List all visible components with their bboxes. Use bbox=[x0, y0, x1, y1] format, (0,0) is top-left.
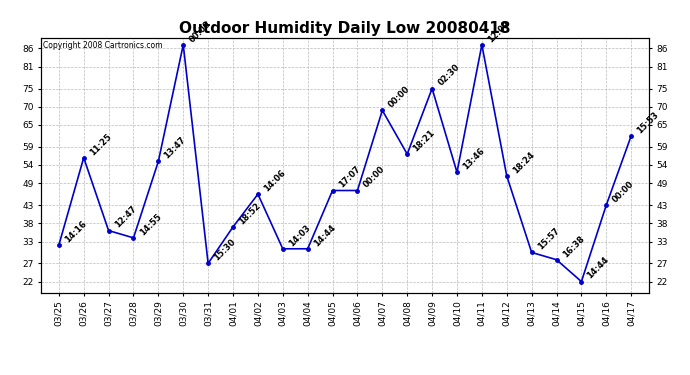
Title: Outdoor Humidity Daily Low 20080418: Outdoor Humidity Daily Low 20080418 bbox=[179, 21, 511, 36]
Text: 14:55: 14:55 bbox=[137, 212, 163, 237]
Text: 00:00: 00:00 bbox=[362, 165, 386, 190]
Text: Copyright 2008 Cartronics.com: Copyright 2008 Cartronics.com bbox=[43, 41, 163, 50]
Text: 18:24: 18:24 bbox=[511, 150, 536, 175]
Text: 15:30: 15:30 bbox=[213, 237, 237, 262]
Text: 14:06: 14:06 bbox=[262, 168, 287, 194]
Text: 00:00: 00:00 bbox=[188, 19, 213, 44]
Text: 15:57: 15:57 bbox=[536, 226, 561, 252]
Text: 18:21: 18:21 bbox=[411, 128, 437, 153]
Text: 17:07: 17:07 bbox=[337, 165, 362, 190]
Text: 14:44: 14:44 bbox=[586, 255, 611, 281]
Text: 11:25: 11:25 bbox=[88, 132, 113, 157]
Text: 18:52: 18:52 bbox=[237, 201, 262, 226]
Text: 14:03: 14:03 bbox=[287, 223, 312, 248]
Text: 14:16: 14:16 bbox=[63, 219, 88, 245]
Text: 00:00: 00:00 bbox=[386, 85, 411, 109]
Text: 14:44: 14:44 bbox=[312, 223, 337, 248]
Text: 00:00: 00:00 bbox=[611, 179, 635, 204]
Text: 16:38: 16:38 bbox=[561, 234, 586, 259]
Text: 13:47: 13:47 bbox=[163, 135, 188, 160]
Text: 13:46: 13:46 bbox=[461, 146, 486, 171]
Text: 02:30: 02:30 bbox=[436, 63, 462, 88]
Text: 15:53: 15:53 bbox=[635, 110, 660, 135]
Text: 12:47: 12:47 bbox=[112, 204, 138, 230]
Text: 12:09: 12:09 bbox=[486, 19, 511, 44]
